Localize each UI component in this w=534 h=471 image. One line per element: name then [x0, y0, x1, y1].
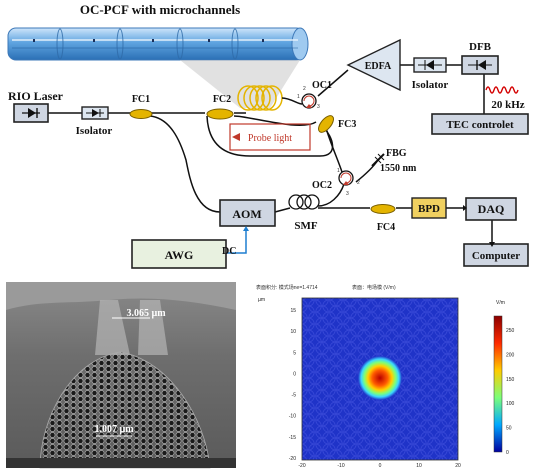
aom: AOM — [219, 199, 276, 227]
mode-y-tick: 10 — [290, 329, 296, 335]
mode-core — [358, 356, 402, 400]
fiber-paths — [47, 64, 493, 254]
daq-label: DAQ — [478, 202, 505, 216]
awg-label: AWG — [165, 248, 194, 262]
oc1-label: OC1 — [312, 80, 332, 91]
isolator-left-label: Isolator — [76, 125, 113, 137]
pcf-title: OC-PCF with microchannels — [80, 2, 240, 17]
isolator-left: Isolator — [76, 106, 113, 137]
mode-x-tick: 10 — [416, 463, 422, 469]
rio-laser-label: RIO Laser — [8, 89, 64, 103]
computer-label: Computer — [472, 250, 520, 262]
fbg: FBG 1550 nm — [371, 148, 417, 174]
aom-label: AOM — [232, 207, 261, 221]
oc1-port-3: 3 — [317, 104, 320, 110]
colorbar-tick: 250 — [506, 328, 515, 334]
oc1-port-2: 2 — [303, 86, 306, 92]
fc1-label: FC1 — [132, 94, 150, 105]
isolator-right: Isolator — [412, 57, 449, 91]
sem-bottom-dimension: 1.007 µm — [94, 424, 134, 435]
fc1: FC1 — [129, 94, 153, 119]
oc2-port-2: 2 — [357, 180, 360, 186]
colorbar-tick: 50 — [506, 426, 512, 432]
mode-header-right: 表面：电场模 (V/m) — [352, 284, 396, 291]
mode-y-tick: 5 — [293, 350, 296, 356]
colorbar-tick: 100 — [506, 401, 515, 407]
fc4-label: FC4 — [377, 222, 395, 233]
edfa-label: EDFA — [365, 61, 392, 72]
smf-label: SMF — [294, 220, 318, 232]
probe-light: Probe light — [229, 123, 311, 151]
smf: SMF — [288, 194, 320, 232]
oc1: OC1 1 2 3 — [297, 80, 332, 110]
awg: AWG DC — [131, 239, 236, 269]
tec-label: TEC controlet — [446, 119, 514, 131]
tec-controller: TEC controlet — [431, 113, 529, 135]
mode-y-tick: -5 — [292, 393, 297, 399]
bpd: BPD — [411, 197, 447, 219]
fc4: FC4 — [370, 204, 396, 233]
colorbar-ticks: 250 200 150 100 50 0 — [506, 328, 515, 456]
mode-y-tick: 15 — [290, 308, 296, 314]
mode-x-tick: -10 — [337, 463, 344, 469]
computer: Computer — [463, 243, 529, 267]
mode-y-ticks: 15 10 5 0 -5 -10 -15 -20 — [289, 308, 296, 462]
sem-image: 3.065 µm 1.007 µm — [6, 282, 236, 469]
mode-y-tick: -10 — [289, 414, 296, 420]
colorbar — [493, 315, 503, 453]
colorbar-tick: 200 — [506, 352, 515, 358]
dfb: DFB — [461, 41, 499, 75]
dc-label: DC — [222, 246, 236, 257]
fc3-label: FC3 — [338, 119, 356, 130]
fc2-label: FC2 — [213, 94, 231, 105]
mode-x-tick: -20 — [298, 463, 305, 469]
fc2: FC2 — [206, 94, 234, 120]
oc1-port-1: 1 — [297, 94, 300, 100]
mode-x-ticks: -20 -10 0 10 20 — [298, 463, 461, 469]
colorbar-unit: V/m — [496, 300, 505, 306]
edfa: EDFA — [346, 38, 401, 92]
mode-x-tick: 0 — [379, 463, 382, 469]
fbg-wavelength: 1550 nm — [380, 163, 417, 174]
mode-field-plot: 表面积分: 模式场ne=1.4714 表面：电场模 (V/m) µm 15 10 5… — [256, 284, 515, 469]
isolator-right-label: Isolator — [412, 79, 449, 91]
sem-top-dimension: 3.065 µm — [126, 308, 166, 319]
fbg-label: FBG — [386, 148, 407, 159]
frequency-label: 20 kHz — [491, 99, 524, 111]
colorbar-tick: 0 — [506, 450, 509, 456]
fc3: FC3 — [318, 115, 356, 133]
mode-y-tick: -20 — [289, 456, 296, 462]
oc2: OC2 1 2 3 — [312, 168, 360, 197]
mode-header-left: 表面积分: 模式场ne=1.4714 — [256, 284, 318, 291]
oc2-label: OC2 — [312, 180, 332, 191]
dfb-label: DFB — [469, 41, 492, 53]
daq: DAQ — [465, 197, 517, 221]
rio-laser: RIO Laser — [8, 89, 64, 123]
arrowheads — [243, 205, 495, 247]
mode-y-tick: -15 — [289, 435, 296, 441]
oc2-port-3: 3 — [346, 191, 349, 197]
oc2-port-1: 1 — [337, 168, 340, 174]
colorbar-tick: 150 — [506, 377, 515, 383]
pcf-fiber — [7, 27, 309, 61]
modulation-signal: 20 kHz — [485, 86, 525, 111]
mode-x-tick: 20 — [455, 463, 461, 469]
mode-y-tick: 0 — [293, 371, 296, 377]
pcf-coil — [237, 85, 283, 111]
bpd-label: BPD — [418, 203, 440, 215]
probe-light-label: Probe light — [248, 133, 292, 144]
mode-axis-unit: µm — [258, 297, 265, 303]
